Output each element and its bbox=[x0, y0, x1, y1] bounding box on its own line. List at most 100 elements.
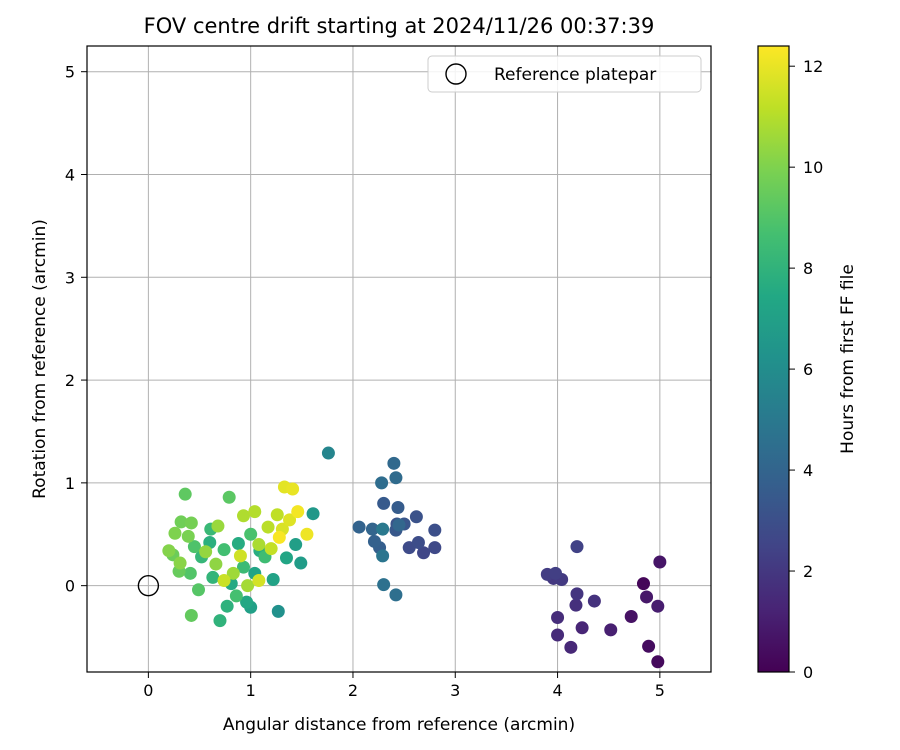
scatter-point bbox=[283, 513, 297, 527]
scatter-point bbox=[365, 522, 379, 536]
scatter-point bbox=[279, 551, 293, 565]
scatter-point bbox=[173, 556, 187, 570]
scatter-point bbox=[252, 574, 266, 588]
x-tick-label: 0 bbox=[143, 681, 153, 700]
colorbar: 0 2 4 6 8 10 12 Hours from first FF file bbox=[757, 45, 858, 682]
scatter-point bbox=[367, 534, 381, 548]
scatter-point bbox=[306, 507, 320, 521]
colorbar-ticks: 0 2 4 6 8 10 12 bbox=[789, 57, 823, 682]
x-tick-label: 1 bbox=[246, 681, 256, 700]
legend-box bbox=[427, 55, 702, 93]
scatter-point bbox=[229, 589, 243, 603]
scatter-point bbox=[217, 574, 231, 588]
scatter-point bbox=[651, 599, 665, 613]
y-tick-label: 1 bbox=[65, 474, 75, 493]
scatter-point bbox=[220, 599, 234, 613]
colorbar-tick-label: 12 bbox=[803, 57, 823, 76]
reference-platepar-point bbox=[137, 574, 160, 597]
colorbar-gradient bbox=[758, 46, 789, 672]
colorbar-tick-label: 0 bbox=[803, 663, 813, 682]
scatter-point bbox=[181, 529, 195, 543]
scatter-point bbox=[640, 590, 654, 604]
scatter-point bbox=[187, 540, 201, 554]
scatter-point bbox=[321, 446, 335, 460]
scatter-point bbox=[551, 611, 565, 625]
scatter-point bbox=[271, 604, 285, 618]
scatter-point bbox=[266, 572, 280, 586]
scatter-point bbox=[178, 487, 192, 501]
scatter-point bbox=[237, 509, 251, 523]
colorbar-frame bbox=[757, 45, 790, 673]
chart-title: FOV centre drift starting at 2024/11/26 … bbox=[144, 14, 655, 38]
scatter-points bbox=[162, 446, 667, 669]
scatter-point bbox=[389, 588, 403, 602]
scatter-point bbox=[391, 501, 405, 515]
scatter-point bbox=[209, 557, 223, 571]
scatter-point bbox=[409, 510, 423, 524]
scatter-point bbox=[387, 456, 401, 470]
scatter-point bbox=[184, 516, 198, 530]
scatter-point bbox=[569, 598, 583, 612]
scatter-point bbox=[168, 526, 182, 540]
colorbar-tick-label: 10 bbox=[803, 158, 823, 177]
scatter-point bbox=[642, 639, 656, 653]
x-tick-label: 3 bbox=[450, 681, 460, 700]
grid-lines bbox=[87, 46, 711, 672]
y-tick-label: 3 bbox=[65, 268, 75, 287]
x-axis-ticks: 0 1 2 3 4 5 bbox=[143, 672, 665, 700]
scatter-point bbox=[624, 609, 638, 623]
scatter-point bbox=[653, 555, 667, 569]
y-tick-label: 4 bbox=[65, 165, 75, 184]
scatter-point bbox=[244, 527, 258, 541]
y-tick-label: 5 bbox=[65, 63, 75, 82]
legend-entry-reference: Reference platepar bbox=[494, 65, 656, 85]
x-tick-label: 5 bbox=[655, 681, 665, 700]
scatter-point bbox=[248, 505, 262, 519]
scatter-point bbox=[549, 566, 563, 580]
scatter-point bbox=[417, 546, 431, 560]
scatter-point bbox=[636, 577, 650, 591]
colorbar-label: Hours from first FF file bbox=[838, 264, 858, 454]
x-tick-label: 4 bbox=[552, 681, 562, 700]
scatter-point bbox=[291, 505, 305, 519]
scatter-point bbox=[286, 482, 300, 496]
scatter-point bbox=[213, 614, 227, 628]
legend-marker-icon bbox=[445, 63, 467, 85]
legend: Reference platepar bbox=[427, 55, 702, 93]
scatter-point bbox=[184, 608, 198, 622]
scatter-point bbox=[352, 520, 366, 534]
scatter-point bbox=[377, 496, 391, 510]
scatter-point bbox=[237, 560, 251, 574]
scatter-point bbox=[240, 595, 254, 609]
scatter-point bbox=[206, 570, 220, 584]
scatter-point bbox=[199, 545, 213, 559]
scatter-point bbox=[376, 522, 390, 536]
scatter-point bbox=[604, 623, 618, 637]
plot-frame bbox=[86, 45, 712, 673]
scatter-point bbox=[428, 523, 442, 537]
scatter-point bbox=[551, 628, 565, 642]
scatter-point bbox=[570, 587, 584, 601]
scatter-point bbox=[564, 640, 578, 654]
scatter-point bbox=[174, 515, 188, 529]
scatter-point bbox=[289, 538, 303, 552]
y-tick-label: 0 bbox=[65, 577, 75, 596]
scatter-point bbox=[252, 538, 266, 552]
scatter-point bbox=[570, 540, 584, 554]
scatter-point bbox=[211, 519, 225, 533]
scatter-point bbox=[183, 566, 197, 580]
y-axis-label: Rotation from reference (arcmin) bbox=[30, 219, 50, 499]
scatter-point bbox=[270, 508, 284, 522]
scatter-point bbox=[241, 579, 255, 593]
scatter-point bbox=[192, 583, 206, 597]
x-axis-label: Angular distance from reference (arcmin) bbox=[223, 715, 575, 735]
scatter-point bbox=[231, 537, 245, 551]
scatter-point bbox=[377, 578, 391, 592]
scatter-point bbox=[300, 527, 314, 541]
plot-area bbox=[87, 46, 711, 672]
scatter-point bbox=[389, 471, 403, 485]
scatter-point bbox=[587, 594, 601, 608]
scatter-point bbox=[651, 655, 665, 669]
scatter-point bbox=[294, 556, 308, 570]
